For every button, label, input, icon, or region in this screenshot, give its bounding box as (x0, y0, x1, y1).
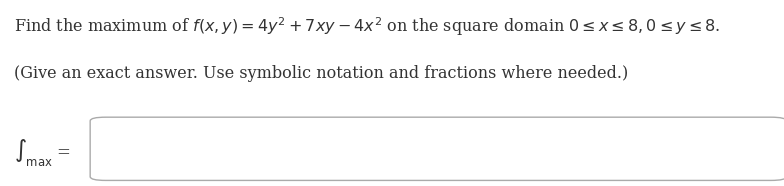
FancyBboxPatch shape (90, 117, 784, 180)
Text: (Give an exact answer. Use symbolic notation and fractions where needed.): (Give an exact answer. Use symbolic nota… (14, 65, 628, 82)
Text: Find the maximum of $f(x, y) = 4y^2 + 7xy - 4x^2$ on the square domain $0 \leq x: Find the maximum of $f(x, y) = 4y^2 + 7x… (14, 15, 720, 38)
Text: $\int_{\mathrm{max}}$ =: $\int_{\mathrm{max}}$ = (14, 137, 71, 168)
